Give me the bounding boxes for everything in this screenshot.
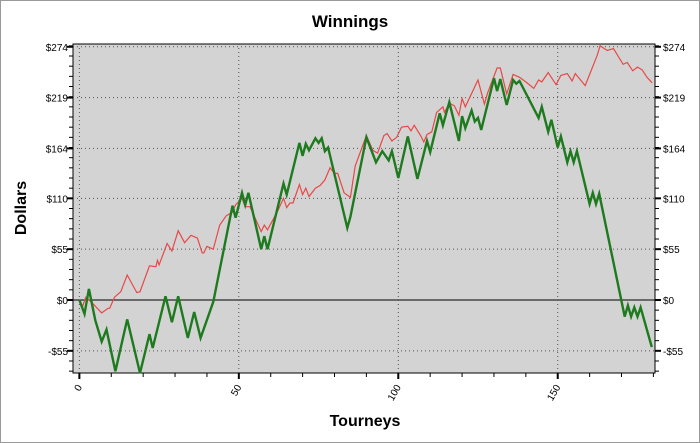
x-tick-label: 150 bbox=[545, 383, 563, 403]
y-tick-label-right: $219 bbox=[663, 94, 686, 105]
x-tick-label: 100 bbox=[386, 383, 404, 403]
plot-area bbox=[72, 43, 656, 374]
y-tick-label-right: $55 bbox=[663, 245, 680, 256]
x-tick-label: 0 bbox=[73, 383, 86, 394]
y-tick-label-left: $55 bbox=[51, 245, 68, 256]
y-tick-label-left: $274 bbox=[46, 43, 69, 54]
y-tick-label-right: $0 bbox=[663, 296, 675, 307]
y-tick-label-right: $274 bbox=[663, 43, 686, 54]
x-axis-label: Tourneys bbox=[330, 413, 401, 430]
y-tick-label-right: $110 bbox=[663, 194, 685, 205]
y-tick-label-left: $164 bbox=[46, 144, 69, 155]
y-axis-label: Dollars bbox=[13, 181, 30, 235]
chart-title: Winnings bbox=[312, 12, 388, 31]
y-tick-label-right: -$55 bbox=[663, 347, 683, 358]
series-line-1 bbox=[78, 44, 653, 314]
y-tick-label-left: $219 bbox=[46, 94, 69, 105]
y-tick-label-left: -$55 bbox=[48, 347, 68, 358]
series-line-2 bbox=[78, 77, 653, 374]
y-tick-label-right: $164 bbox=[663, 144, 686, 155]
x-tick-label: 50 bbox=[229, 383, 244, 399]
y-tick-label-left: $110 bbox=[46, 194, 68, 205]
y-tick-label-left: $0 bbox=[57, 296, 69, 307]
